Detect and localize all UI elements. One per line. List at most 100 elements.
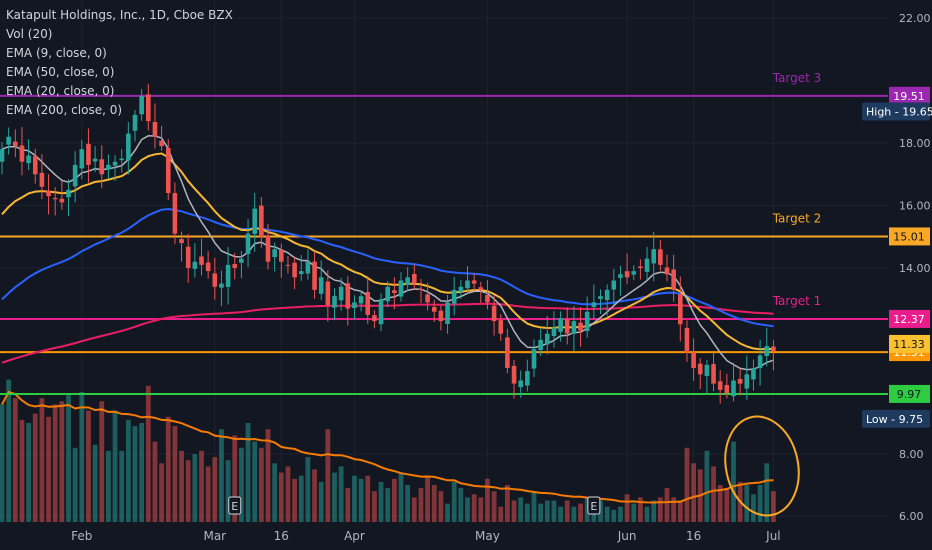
volume-bar xyxy=(591,509,597,522)
candle-body xyxy=(618,274,623,278)
candle-body xyxy=(431,306,437,312)
candle-body xyxy=(664,267,670,275)
candle-body xyxy=(465,280,470,289)
volume-bar xyxy=(418,488,424,522)
volume-bar xyxy=(365,475,371,522)
candle-body xyxy=(112,161,118,166)
indicator-legend: Katapult Holdings, Inc., 1D, Cboe BZX Vo… xyxy=(6,6,233,120)
level-0-label: 19.51 xyxy=(893,90,925,103)
candle-body xyxy=(624,271,630,278)
volume-bar xyxy=(125,419,131,522)
candle-body xyxy=(298,271,304,275)
candle-body xyxy=(205,262,211,272)
candle-body xyxy=(724,385,730,393)
candle-body xyxy=(445,302,450,324)
volume-bar xyxy=(624,494,630,522)
candle-body xyxy=(771,346,776,352)
volume-bar xyxy=(425,475,430,522)
candle-body xyxy=(232,264,238,268)
candle-body xyxy=(631,271,637,275)
candle-body xyxy=(545,333,550,345)
candle-body xyxy=(737,378,743,384)
candle-body xyxy=(671,269,676,290)
candle-body xyxy=(119,158,124,161)
candle-body xyxy=(325,281,331,306)
volume-bar xyxy=(26,423,31,522)
candle-body xyxy=(438,310,444,322)
volume-bar xyxy=(405,485,411,522)
legend-vol[interactable]: Vol (20) xyxy=(6,27,53,41)
candle-body xyxy=(591,302,597,308)
candle-body xyxy=(152,122,158,137)
volume-bar xyxy=(598,500,603,522)
candle-body xyxy=(365,292,371,315)
level-1-label: 15.01 xyxy=(893,230,925,243)
y-tick-label-2: 16.00 xyxy=(899,200,931,213)
volume-bar xyxy=(638,497,643,522)
volume-bar xyxy=(245,423,251,522)
level-4-label: 9.97 xyxy=(897,388,922,401)
candle-body xyxy=(352,302,357,309)
candle-body xyxy=(185,246,191,268)
candle-body xyxy=(59,198,65,203)
x-axis: Feb Mar 16 Apr May Jun 16 Jul xyxy=(71,529,780,543)
volume-bar xyxy=(431,485,437,522)
candle-body xyxy=(505,337,510,368)
candle-body xyxy=(584,311,590,332)
level-2-tag xyxy=(889,309,930,328)
low-badge-text: Low - 9.75 xyxy=(866,413,923,426)
candle-body xyxy=(638,266,643,268)
candle-body xyxy=(272,249,277,258)
volume-bar xyxy=(664,488,670,522)
volume-bar xyxy=(159,463,164,522)
candle-body xyxy=(498,320,504,334)
legend-ema-20[interactable]: EMA (20, close, 0) xyxy=(6,84,115,98)
legend-ema-9[interactable]: EMA (9, close, 0) xyxy=(6,46,107,60)
candle-body xyxy=(458,286,464,292)
legend-ema-200[interactable]: EMA (200, close, 0) xyxy=(6,103,123,117)
volume-ma xyxy=(1,390,774,504)
x-tick-label-6: 16 xyxy=(686,529,701,543)
volume-bar xyxy=(252,441,258,522)
volume-bar xyxy=(378,481,384,522)
candle-body xyxy=(551,327,557,337)
volume-bar xyxy=(86,410,91,522)
chart-title[interactable]: Katapult Holdings, Inc., 1D, Cboe BZX xyxy=(6,8,233,22)
candle-body xyxy=(239,258,244,263)
x-tick-label-2: 16 xyxy=(274,529,289,543)
x-tick-label-5: Jun xyxy=(617,529,637,543)
x-tick-label-4: May xyxy=(475,529,500,543)
y-tick-label-0: 22.00 xyxy=(899,12,931,25)
volume-bar xyxy=(771,491,776,522)
volume-bar xyxy=(132,426,138,522)
volume-bar xyxy=(544,500,550,522)
candle-body xyxy=(691,352,696,368)
level-name-0: Target 3 xyxy=(772,71,822,85)
volume-bar xyxy=(524,503,530,522)
candle-body xyxy=(491,305,497,322)
candle-body xyxy=(46,190,51,197)
candle-body xyxy=(86,143,91,165)
price-axis[interactable]: 22.00 18.00 16.00 14.00 8.00 6.00 19.51 15.01 12… xyxy=(862,12,932,523)
volume-bar xyxy=(72,447,78,522)
volume-bar xyxy=(338,466,344,522)
volume-bar xyxy=(39,398,45,522)
candle-body xyxy=(139,96,144,115)
candle-body xyxy=(398,280,404,297)
volume-bar xyxy=(465,497,470,522)
volume-bar xyxy=(551,500,557,522)
candle-body xyxy=(39,172,45,187)
last-price-tag xyxy=(889,334,930,353)
volume-bar xyxy=(145,385,151,522)
volume-bar xyxy=(372,491,377,522)
level-0-tag xyxy=(889,86,930,105)
volume-bar xyxy=(531,491,537,522)
volume-bar xyxy=(219,429,224,522)
legend-ema-50[interactable]: EMA (50, close, 0) xyxy=(6,65,115,79)
volume-bar xyxy=(352,475,357,522)
candle-body xyxy=(305,261,311,274)
candle-body xyxy=(26,155,31,164)
candle-body xyxy=(6,136,11,145)
